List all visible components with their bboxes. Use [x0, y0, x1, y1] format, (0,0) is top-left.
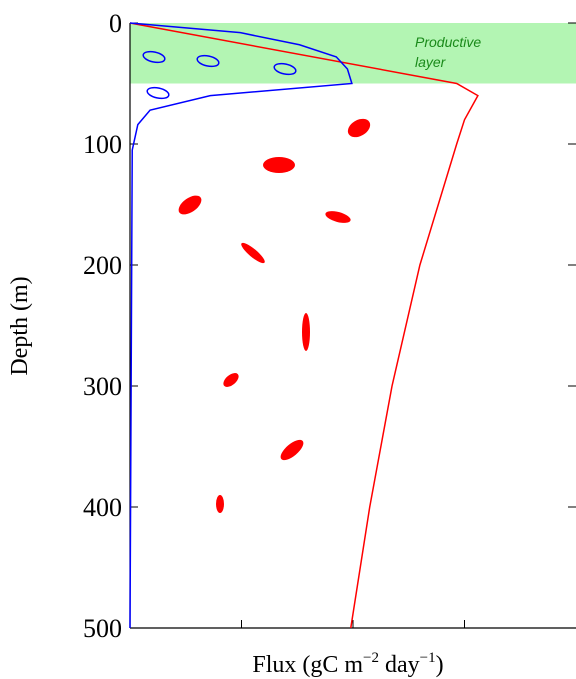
y-tick-label: 200: [83, 251, 122, 280]
y-tick-label: 300: [83, 372, 122, 401]
x-axis-label: Flux (gC m−2 day−1): [252, 650, 443, 678]
y-tick-label: 100: [83, 130, 122, 159]
band-label: layer: [415, 54, 447, 70]
x-label-part: day: [379, 652, 420, 678]
chart: Productive layer Depth (m) Flux (gC m−2 d…: [0, 0, 576, 679]
particle: [324, 209, 352, 225]
particle: [263, 157, 295, 173]
particle: [221, 370, 241, 389]
particle: [302, 313, 310, 351]
y-axis-label: Depth (m): [7, 276, 33, 375]
x-label-part: ): [436, 652, 444, 678]
band-group: Productive layer: [130, 23, 576, 84]
x-label-part: −1: [420, 650, 436, 666]
x-label-part: −2: [363, 650, 379, 666]
particles: [142, 50, 373, 513]
particle: [239, 240, 267, 265]
productive-band: [130, 23, 576, 84]
band-label: Productive: [415, 34, 481, 50]
x-label-part: Flux (gC m: [252, 652, 363, 678]
y-tick-label: 0: [109, 9, 122, 38]
diatom: [146, 86, 170, 100]
particle: [345, 115, 374, 141]
particle: [277, 436, 306, 463]
flux-line: [130, 23, 352, 628]
particle: [175, 192, 204, 218]
y-tick-label: 500: [83, 614, 122, 643]
particle: [216, 495, 224, 513]
y-tick-label: 400: [83, 493, 122, 522]
